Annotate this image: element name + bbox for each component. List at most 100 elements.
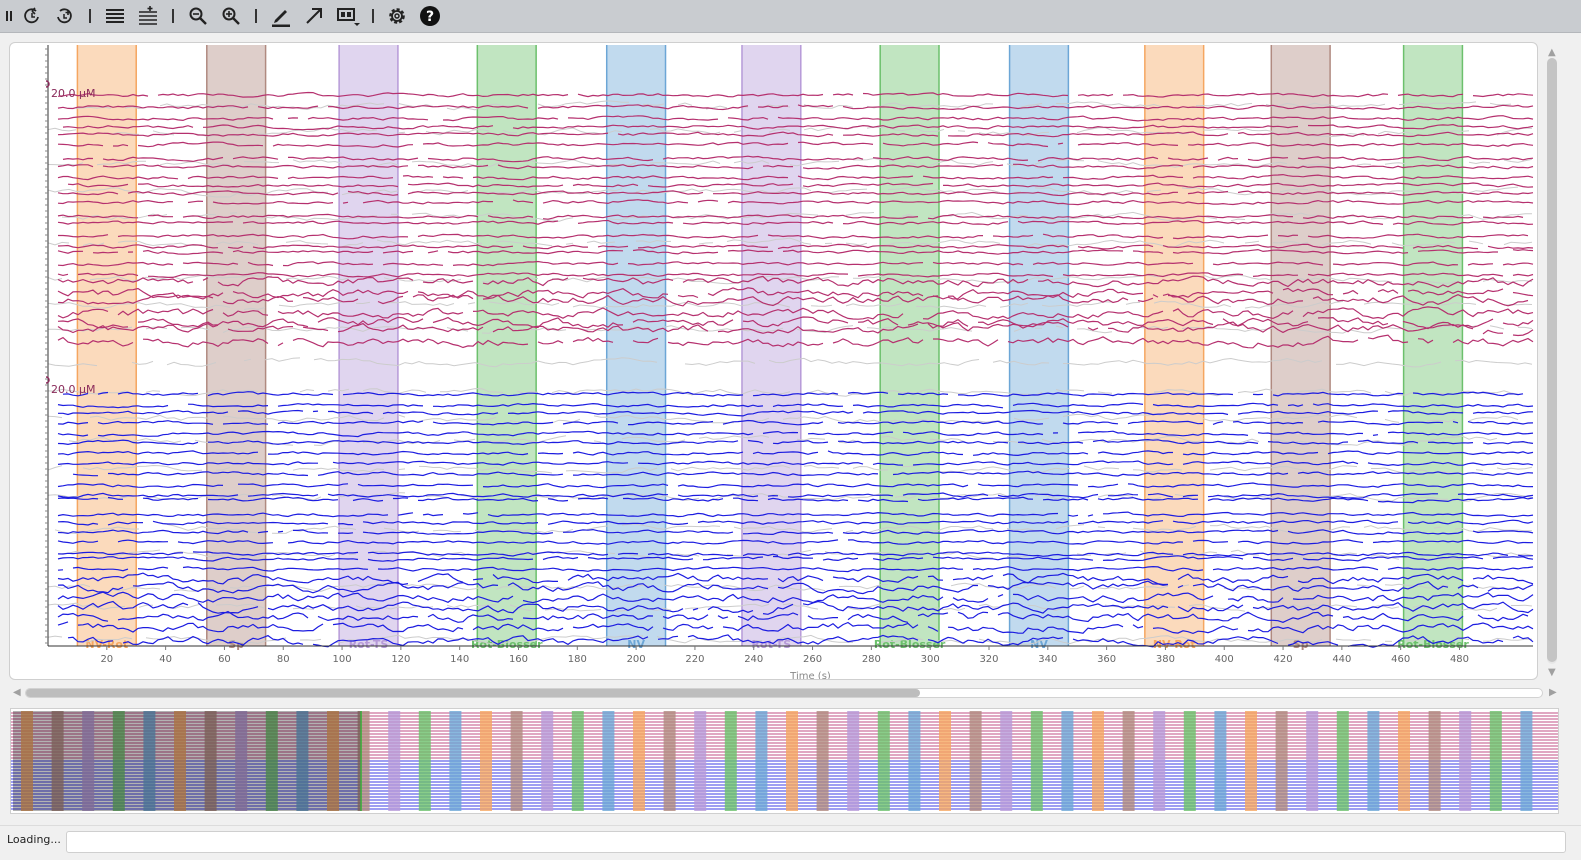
blue-trace — [57, 580, 1534, 595]
overview-stimulus — [939, 711, 951, 811]
x-tick-label: 360 — [1097, 654, 1116, 665]
x-tick-label: 380 — [1156, 654, 1175, 665]
overview-stimulus — [418, 711, 431, 811]
magenta-trace — [57, 91, 1534, 98]
overview-stimulus — [1275, 711, 1288, 811]
overview-stimulus — [1489, 711, 1502, 811]
overview-stimulus — [633, 711, 645, 811]
overview-stimulus — [663, 711, 676, 811]
x-tick-label: 240 — [744, 654, 763, 665]
scroll-down-icon[interactable]: ▼ — [1548, 667, 1556, 678]
magenta-trace — [58, 233, 1529, 240]
blue-trace — [57, 551, 1534, 557]
status-bar: Loading... — [0, 825, 1581, 860]
background-trace — [47, 357, 1533, 368]
magenta-trace — [57, 292, 1529, 307]
stimulus-label: Rot-Blosser — [1397, 638, 1469, 651]
x-tick-label: 40 — [159, 654, 172, 665]
stimulus-label: Rot-TS — [349, 638, 389, 651]
rotate-right-icon[interactable] — [52, 4, 76, 28]
scale-bar-label: 20.0 μM — [51, 87, 95, 100]
overview-stimulus — [694, 711, 707, 811]
overview-navigator[interactable] — [10, 708, 1559, 814]
overview-stimulus — [1183, 711, 1196, 811]
magenta-trace — [57, 287, 1534, 300]
overview-stimulus — [1306, 711, 1319, 811]
magenta-trace — [62, 155, 1534, 163]
arrow-icon[interactable] — [302, 4, 326, 28]
x-tick-label: 440 — [1332, 654, 1351, 665]
blue-trace — [72, 470, 1534, 477]
x-tick-label: 260 — [803, 654, 822, 665]
status-text: Loading... — [7, 833, 61, 846]
scroll-up-icon[interactable]: ▲ — [1548, 47, 1556, 58]
trace-plot[interactable]: NV-Rot Sp Rot-TS Rot-Blosser NV Rot-TS Rot-Blo… — [10, 43, 1537, 679]
magenta-trace — [57, 115, 1534, 122]
scroll-left-icon[interactable]: ◀ — [13, 687, 21, 698]
vertical-scroll-thumb[interactable] — [1547, 58, 1557, 662]
trace-plot-panel[interactable]: NV-Rot Sp Rot-TS Rot-Blosser NV Rot-TS Rot-Blo… — [9, 42, 1538, 680]
zoom-in-icon[interactable] — [219, 4, 243, 28]
scale-bar-label: 20.0 μM — [51, 383, 95, 396]
blue-trace — [57, 572, 1534, 586]
overview-stimulus — [969, 711, 982, 811]
x-tick-label: 200 — [627, 654, 646, 665]
stimulus-band — [606, 45, 666, 646]
blue-trace — [57, 565, 1534, 573]
overview-stimulus — [480, 711, 492, 811]
background-trace — [47, 237, 1533, 248]
overview-stimulus — [1459, 711, 1472, 811]
stimulus-label: Rot-Blosser — [874, 638, 946, 651]
x-tick-label: 320 — [979, 654, 998, 665]
magenta-trace — [57, 321, 1534, 337]
x-tick-label: 180 — [568, 654, 587, 665]
settings-gear-icon[interactable] — [385, 4, 409, 28]
x-axis-label: Time (s) — [789, 671, 831, 679]
magenta-trace — [57, 243, 1534, 250]
traces-expand-icon[interactable] — [136, 4, 160, 28]
magenta-trace — [62, 123, 1534, 131]
overview-stimulus — [847, 711, 860, 811]
magenta-trace — [57, 272, 1534, 278]
overview-stimulus — [388, 711, 401, 811]
zoom-out-icon[interactable] — [186, 4, 210, 28]
blue-trace — [67, 634, 1534, 648]
overview-stimulus — [1061, 711, 1074, 811]
stimulus-label: NV — [627, 638, 645, 651]
overview-stimulus — [1214, 711, 1227, 811]
overview-visible-window — [13, 711, 362, 811]
overview-stimulus — [1092, 711, 1104, 811]
overview-stimulus — [1428, 711, 1441, 811]
blue-trace — [57, 492, 1534, 499]
x-tick-label: 420 — [1274, 654, 1293, 665]
overview-stimulus — [1000, 711, 1013, 811]
overview-stimulus — [1030, 711, 1043, 811]
overview-stimulus — [174, 711, 186, 811]
x-tick-label: 400 — [1215, 654, 1234, 665]
layout-dropdown-icon[interactable] — [335, 4, 363, 28]
stimulus-band — [1403, 45, 1463, 646]
rotate-left-icon[interactable] — [20, 4, 44, 28]
magenta-trace — [57, 334, 1534, 349]
magenta-trace — [57, 248, 1534, 255]
overview-stimulus — [786, 711, 798, 811]
pause-icon[interactable] — [0, 4, 18, 28]
overview-stimulus — [602, 711, 615, 811]
magenta-trace — [57, 190, 1534, 197]
horizontal-scroll-thumb[interactable] — [26, 689, 920, 697]
help-icon[interactable]: ? — [418, 4, 442, 28]
overview-stimulus — [1520, 711, 1533, 811]
overview-plot[interactable] — [11, 709, 1558, 813]
blue-trace — [58, 409, 1534, 417]
horizontal-scrollbar[interactable]: ◀ ▶ — [13, 686, 1561, 700]
x-tick-label: 220 — [685, 654, 704, 665]
overview-stimulus — [816, 711, 829, 811]
vertical-scrollbar[interactable]: ▲ ▼ — [1545, 48, 1559, 678]
blue-trace — [57, 450, 1534, 457]
scroll-right-icon[interactable]: ▶ — [1549, 687, 1557, 698]
traces-compress-icon[interactable] — [103, 4, 127, 28]
magenta-trace — [57, 219, 1534, 226]
overview-stimulus — [724, 711, 737, 811]
magenta-trace — [57, 275, 1534, 289]
pen-icon[interactable] — [269, 4, 293, 28]
